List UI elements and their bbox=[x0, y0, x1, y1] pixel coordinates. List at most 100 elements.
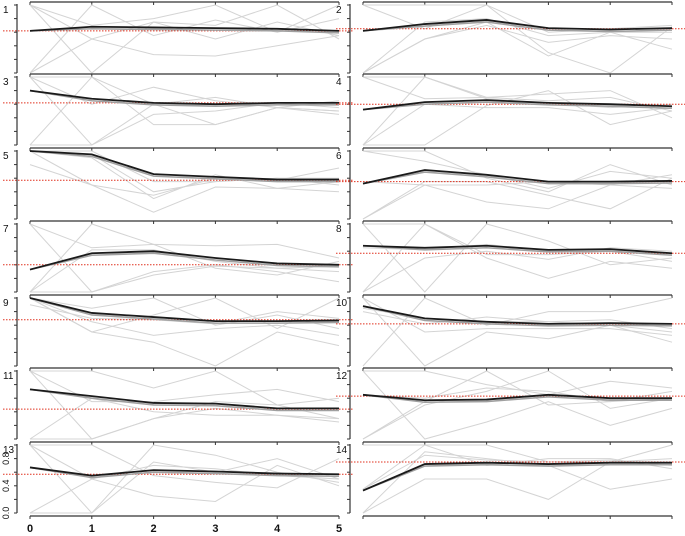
panel-label: 10 bbox=[336, 298, 348, 309]
mean-line bbox=[29, 25, 340, 32]
smoothed-line bbox=[29, 252, 340, 271]
individual-series-line bbox=[362, 177, 673, 220]
individual-series-line bbox=[362, 223, 673, 293]
individual-series-line bbox=[362, 370, 673, 440]
panel-label: 6 bbox=[336, 151, 342, 162]
individual-series-line bbox=[29, 297, 340, 336]
panel-label: 2 bbox=[336, 5, 342, 16]
individual-series-line bbox=[362, 454, 673, 490]
mean-line bbox=[362, 461, 672, 492]
individual-series-line bbox=[362, 223, 673, 293]
individual-series-line bbox=[29, 4, 340, 40]
panel-5: 5 bbox=[3, 147, 353, 220]
individual-series-line bbox=[29, 370, 340, 403]
individual-series-line bbox=[362, 76, 673, 146]
mean-line bbox=[362, 244, 673, 255]
individual-series-line bbox=[362, 458, 673, 514]
panel-label: 5 bbox=[3, 151, 9, 162]
smoothed-line bbox=[29, 150, 339, 183]
x-tick-label: 0 bbox=[27, 523, 33, 535]
y-tick-label: 0.8 bbox=[1, 452, 11, 465]
mean-line bbox=[29, 466, 340, 477]
panel-label: 7 bbox=[3, 224, 9, 235]
smoothed-line bbox=[362, 463, 672, 492]
panel-14: 14 bbox=[336, 441, 685, 519]
individual-series-line bbox=[29, 4, 340, 33]
individual-series-line bbox=[30, 444, 340, 489]
individual-series-line bbox=[362, 21, 672, 74]
individual-series-line bbox=[363, 223, 673, 262]
smoothed-line bbox=[29, 297, 340, 324]
smoothed-line bbox=[362, 394, 672, 404]
individual-series-line bbox=[362, 370, 673, 440]
panel-label: 1 bbox=[3, 5, 9, 16]
y-tick-label: 0.4 bbox=[1, 480, 11, 493]
smoothed-line bbox=[362, 101, 673, 111]
panel-11: 11 bbox=[3, 367, 353, 440]
panel-label: 8 bbox=[336, 224, 342, 235]
panel-3: 3 bbox=[3, 73, 353, 146]
mean-line bbox=[362, 305, 673, 325]
individual-series-line bbox=[29, 35, 340, 74]
panel-4: 4 bbox=[336, 73, 685, 146]
individual-series-line bbox=[363, 370, 673, 396]
individual-series-line bbox=[29, 4, 340, 74]
mean-line bbox=[362, 169, 673, 185]
individual-series-line bbox=[363, 444, 673, 463]
mean-line bbox=[362, 99, 673, 111]
mean-line bbox=[29, 89, 339, 106]
individual-series-line bbox=[363, 90, 673, 146]
x-tick-label: 5 bbox=[336, 523, 342, 535]
individual-series-line bbox=[29, 223, 340, 293]
individual-series-line bbox=[29, 223, 340, 259]
individual-series-line bbox=[362, 76, 673, 112]
panel-8: 8 bbox=[336, 220, 685, 293]
individual-series-line bbox=[29, 150, 340, 213]
x-tick-label: 1 bbox=[89, 523, 95, 535]
individual-series-line bbox=[362, 18, 673, 74]
individual-series-line bbox=[362, 311, 673, 333]
individual-series-line bbox=[29, 297, 340, 330]
individual-series-line bbox=[362, 181, 673, 189]
smoothed-line bbox=[29, 388, 339, 412]
panel-label: 13 bbox=[3, 445, 15, 456]
individual-series-line bbox=[30, 407, 340, 440]
panel-2: 2 bbox=[336, 1, 685, 74]
smoothed-line bbox=[29, 466, 340, 479]
panel-1: 1 bbox=[3, 1, 353, 74]
individual-series-line bbox=[29, 150, 340, 193]
mean-line bbox=[29, 250, 340, 271]
panel-label: 3 bbox=[3, 77, 9, 88]
individual-series-line bbox=[29, 464, 340, 514]
individual-series-line bbox=[362, 297, 673, 336]
x-tick-label: 2 bbox=[151, 523, 157, 535]
individual-series-line bbox=[30, 150, 339, 183]
smoothed-line bbox=[362, 171, 673, 185]
x-tick-label: 3 bbox=[212, 523, 218, 535]
panel-label: 12 bbox=[336, 371, 348, 382]
panel-label: 4 bbox=[336, 77, 342, 88]
individual-series-line bbox=[362, 4, 673, 33]
individual-series-line bbox=[362, 297, 673, 367]
panel-10: 10 bbox=[336, 294, 685, 367]
panel-7: 7 bbox=[3, 220, 353, 293]
panel-12: 12 bbox=[336, 367, 685, 440]
individual-series-line bbox=[362, 103, 673, 146]
individual-series-line bbox=[29, 4, 340, 74]
individual-series-line bbox=[363, 76, 673, 119]
individual-series-line bbox=[30, 370, 340, 420]
mean-line bbox=[29, 150, 339, 181]
smoothed-line bbox=[29, 27, 340, 34]
smoothed-line bbox=[362, 21, 673, 33]
individual-series-line bbox=[29, 76, 340, 146]
panel-label: 14 bbox=[336, 445, 348, 456]
individual-series-line bbox=[29, 397, 340, 440]
mean-line bbox=[362, 393, 672, 402]
panel-6: 6 bbox=[336, 147, 685, 220]
x-tick-label: 4 bbox=[274, 523, 281, 535]
mean-line bbox=[362, 19, 673, 32]
panel-label: 11 bbox=[3, 371, 14, 382]
individual-series-line bbox=[362, 370, 673, 440]
individual-series-line bbox=[29, 76, 340, 146]
